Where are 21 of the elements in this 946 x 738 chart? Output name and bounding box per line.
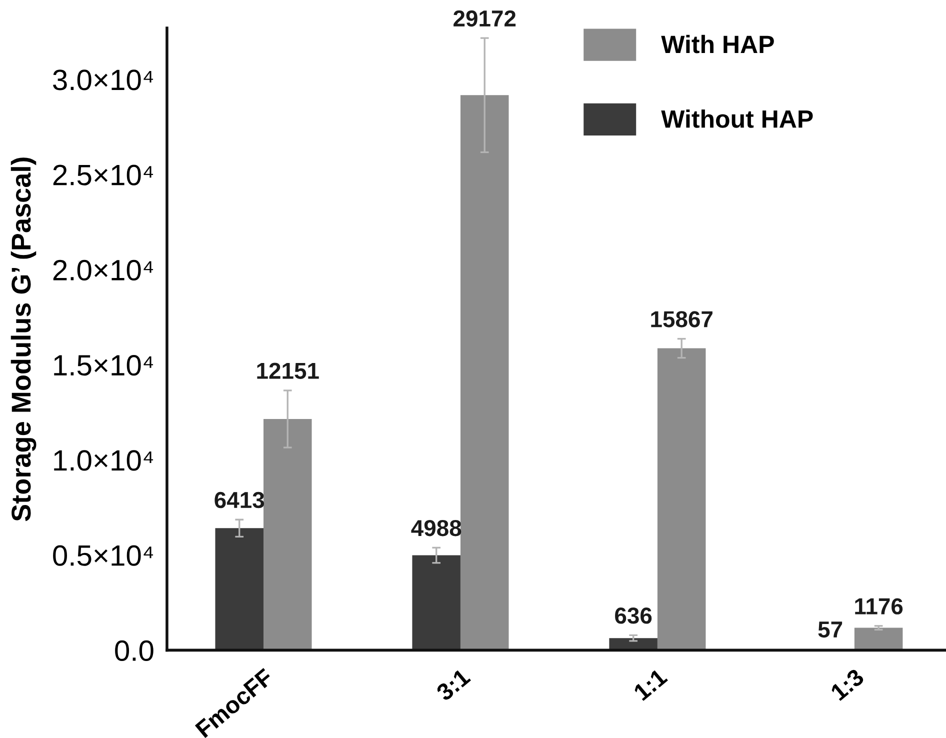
data-label: 1176: [855, 598, 903, 614]
y-tick-label: 0.0: [115, 640, 154, 662]
data-label: 15867: [651, 311, 712, 328]
x-tick-label: 3:1: [435, 668, 472, 702]
y-tick-label: 3.0×10⁴: [53, 70, 154, 90]
legend-label: Without HAP: [661, 110, 813, 128]
data-label: 6413: [214, 492, 264, 508]
data-label: 29172: [454, 10, 516, 27]
data-label: 57: [818, 622, 842, 638]
y-tick-label: 1.0×10⁴: [54, 450, 154, 471]
data-label: 12151: [257, 362, 319, 379]
x-tick-label: 1:3: [830, 668, 865, 702]
data-label: 4988: [411, 520, 462, 536]
data-label: 636: [615, 608, 652, 624]
legend-label: With HAP: [661, 34, 774, 54]
y-tick-label: 1.5×10⁴: [54, 354, 154, 376]
y-tick-label: 2.0×10⁴: [53, 260, 154, 281]
y-tick-label: 0.5×10⁴: [53, 545, 154, 566]
x-tick-label: 1:1: [633, 668, 668, 701]
y-tick-label: 2.5×10⁴: [53, 164, 154, 186]
y-axis-title: Storage Modulus G’ (Pascal): [10, 158, 36, 522]
